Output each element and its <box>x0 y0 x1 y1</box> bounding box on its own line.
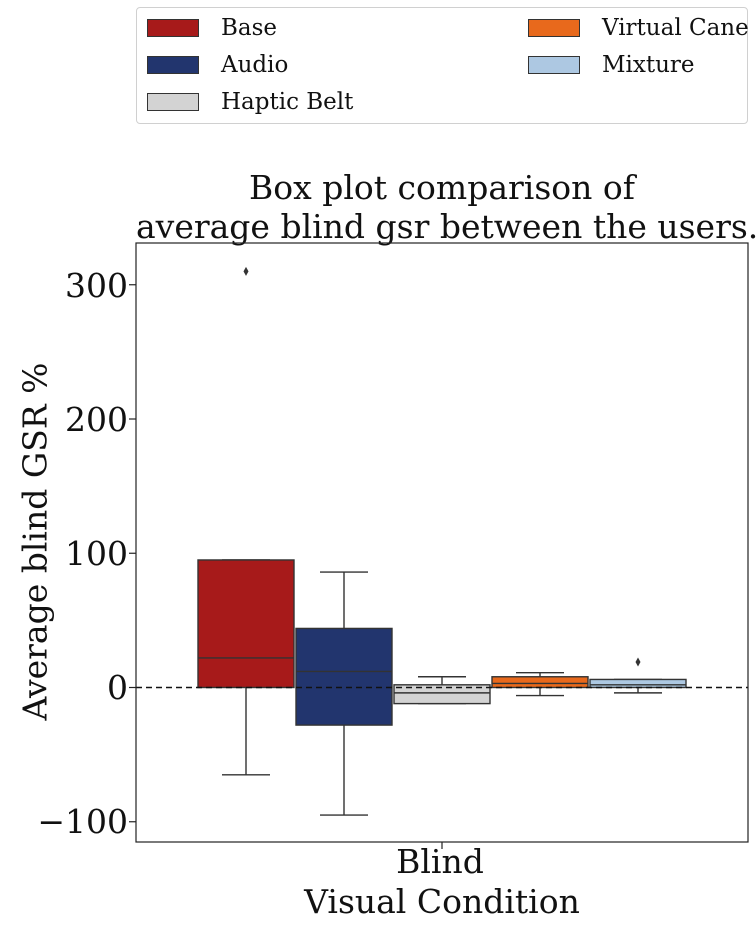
outlier-mixture-0 <box>635 657 641 667</box>
y-tick-label-300: 300 <box>65 266 128 305</box>
y-tick-label-100: 100 <box>65 534 128 573</box>
box-audio <box>295 627 393 726</box>
chart-title-line-2: average blind gsr between the users. <box>136 207 756 246</box>
legend-label-haptic-belt: Haptic Belt <box>221 89 354 115</box>
box-mixture <box>589 678 687 689</box>
legend-swatch-haptic-belt <box>147 93 199 111</box>
legend-item-audio: Audio <box>147 52 289 78</box>
y-tick-label-200: 200 <box>65 400 128 439</box>
legend-item-mixture: Mixture <box>528 52 695 78</box>
y-axis-label: Average blind GSR % <box>15 362 55 721</box>
x-tick-label-blind: Blind <box>396 842 484 881</box>
box-base <box>197 559 295 689</box>
legend-label-audio: Audio <box>221 52 289 78</box>
legend-item-base: Base <box>147 15 278 41</box>
legend-label-virtual-cane: Virtual Cane <box>602 15 749 41</box>
legend-swatch-virtual-cane <box>528 19 580 37</box>
box-haptic-belt <box>393 684 491 705</box>
legend-swatch-mixture <box>528 56 580 74</box>
legend-swatch-audio <box>147 56 199 74</box>
y-tick-label-0: 0 <box>107 668 128 707</box>
legend: Base Audio Haptic Belt Virtual Cane Mixt… <box>136 7 749 124</box>
legend-item-virtual-cane: Virtual Cane <box>528 15 749 41</box>
chart-title-line-1: Box plot comparison of <box>249 168 635 207</box>
legend-item-haptic-belt: Haptic Belt <box>147 89 354 115</box>
legend-label-mixture: Mixture <box>602 52 695 78</box>
plot-frame <box>135 242 749 843</box>
x-axis-label: Visual Condition <box>304 882 580 921</box>
box-virtual-cane <box>491 676 589 689</box>
legend-swatch-base <box>147 19 199 37</box>
legend-label-base: Base <box>221 15 278 41</box>
y-tick-label-minus-100: −100 <box>37 802 128 841</box>
outlier-base-0 <box>243 266 249 276</box>
